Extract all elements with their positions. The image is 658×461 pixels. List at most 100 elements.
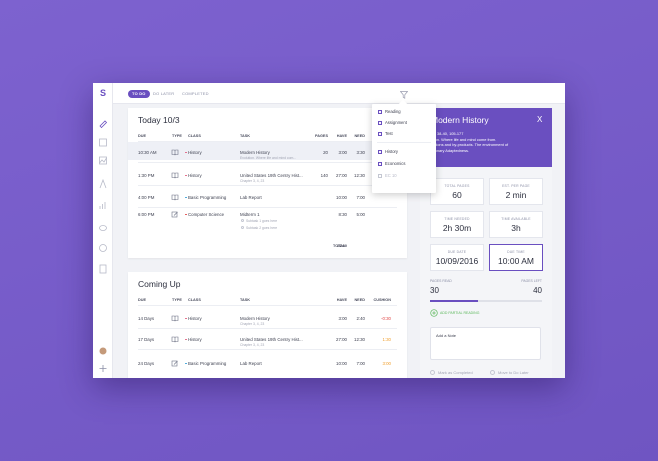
task-name[interactable]: Modern History — [240, 316, 270, 321]
column-header: TASK — [240, 298, 251, 302]
need-cell: 12:30 — [354, 337, 365, 342]
filter-label: Test — [385, 131, 393, 136]
filter-item[interactable]: Reading — [378, 109, 401, 114]
stat-value: 3h — [511, 223, 521, 233]
due-cell: 6:00 PM — [138, 212, 155, 217]
stat-label: TIME AVAILABLE — [501, 217, 531, 221]
nav-icons — [99, 120, 108, 372]
stat-box: TIME AVAILABLE 3h — [489, 211, 543, 238]
subtask-check — [241, 226, 244, 229]
pages-left: 40 — [533, 286, 542, 295]
total-label: TOTAL — [333, 244, 346, 248]
move-later[interactable]: Move to Do Later — [498, 370, 529, 375]
column-header: TYPE — [172, 134, 182, 138]
have-cell: 8:30 — [338, 212, 347, 217]
have-cell: 3:00 — [338, 150, 347, 155]
tab[interactable]: DO LATER — [153, 91, 175, 96]
task-detail: Chapter 3, 4, 23 — [240, 322, 265, 326]
column-header: TASK — [240, 134, 251, 138]
card-title: Today 10/3 — [138, 115, 180, 125]
checkbox[interactable] — [490, 370, 495, 375]
have-cell: 10:00 — [336, 195, 347, 200]
checkbox — [378, 109, 382, 114]
close-button[interactable]: X — [537, 115, 543, 124]
class-dot — [185, 338, 187, 340]
stat-value: 10/09/2016 — [435, 256, 479, 266]
need-cell: 7:00 — [356, 361, 365, 366]
filter-item[interactable]: EC 10 — [378, 173, 397, 178]
add-partial-reading[interactable]: ADD PARTIAL READING — [440, 311, 480, 315]
pages-cell: 140 — [320, 173, 328, 178]
progress-track — [430, 300, 542, 302]
pages-left-label: PAGES LEFT — [521, 279, 542, 283]
filter-item[interactable]: Assignment — [378, 120, 407, 125]
card-title: Coming Up — [138, 279, 181, 289]
class-dot — [185, 174, 187, 176]
type-icon — [171, 194, 179, 201]
detail-header: Modern History X pp. 25, 38-40, 105-177 E… — [420, 108, 552, 167]
cushion-cell: -0:30 — [380, 316, 391, 321]
task-name[interactable]: Modern History — [240, 150, 270, 155]
column-header: HAVE — [336, 298, 347, 302]
stat-box: EST. PER PAGE 2 min — [489, 178, 543, 205]
note-input[interactable]: Add a Note — [430, 327, 541, 360]
due-cell: 14 Days — [138, 316, 155, 321]
divider — [138, 305, 397, 306]
divider — [377, 142, 431, 143]
column-header: DUE — [138, 134, 147, 138]
type-icon — [171, 336, 179, 343]
filter-item[interactable]: Test — [378, 131, 393, 136]
column-header: CLASS — [188, 134, 201, 138]
class-dot — [185, 362, 187, 364]
filter-label: History — [385, 149, 399, 154]
tab[interactable]: TO DO — [128, 90, 150, 98]
task-name[interactable]: Lab Report — [240, 361, 262, 366]
need-cell: 5:00 — [356, 212, 365, 217]
column-header: NEED — [354, 134, 365, 138]
sidebar: S — [93, 83, 113, 378]
column-header: NEED — [354, 298, 365, 302]
logo: S — [99, 88, 106, 98]
have-cell: 27:00 — [336, 337, 347, 342]
mark-completed[interactable]: Mark as Completed — [438, 370, 473, 375]
filter-item[interactable]: History — [378, 149, 398, 154]
task-name[interactable]: Midterm 1 — [240, 212, 260, 217]
column-header: HAVE — [336, 134, 347, 138]
detail-panel: Modern History X pp. 25, 38-40, 105-177 E… — [420, 108, 552, 378]
column-header: TYPE — [172, 298, 182, 302]
filter-label: Reading — [385, 109, 401, 114]
total-value: 27:00 — [337, 244, 347, 248]
class-cell: Basic Programming — [188, 361, 227, 366]
checkbox[interactable] — [430, 370, 435, 375]
task-name[interactable]: Lab Report — [240, 195, 262, 200]
task-detail: Chapter 3, 4, 23 — [240, 179, 265, 183]
stat-value: 60 — [452, 190, 462, 200]
task-name[interactable]: United States 19th Centry Hist... — [240, 337, 303, 342]
subtask: Subtask 1 goes here — [246, 218, 278, 223]
filter-icon[interactable] — [400, 91, 408, 99]
filter-popup: Reading Assignment Test History Economics EC … — [372, 99, 436, 193]
stat-label: TOTAL PAGES — [444, 184, 470, 188]
tab[interactable]: COMPLETED — [182, 91, 209, 96]
class-cell: History — [188, 150, 202, 155]
class-dot — [185, 151, 187, 153]
today-card: Today 10/3 DUE TYPE CLASS TASK PAGES HAVE NEED… — [128, 108, 407, 258]
class-cell: History — [188, 337, 202, 342]
pages-read-label: PAGES READ — [430, 279, 452, 283]
add-icon[interactable] — [430, 309, 438, 317]
class-dot — [185, 213, 187, 215]
filter-item[interactable]: Economics — [378, 161, 405, 166]
type-icon — [171, 211, 178, 218]
filter-label: EC 10 — [385, 173, 397, 178]
stat-value: 2 min — [505, 190, 527, 200]
pages-read: 30 — [430, 286, 439, 295]
task-detail: Evolution. Where life and mind com... — [240, 156, 297, 160]
need-cell: 2:40 — [356, 316, 365, 321]
divider — [138, 162, 397, 163]
progress-fill — [430, 300, 478, 302]
task-name[interactable]: United States 19th Centry Hist... — [240, 173, 303, 178]
filter-label: Economics — [385, 161, 406, 166]
checkbox — [378, 161, 382, 166]
stat-box: TIME NEEDED 2h 30m — [430, 211, 484, 238]
